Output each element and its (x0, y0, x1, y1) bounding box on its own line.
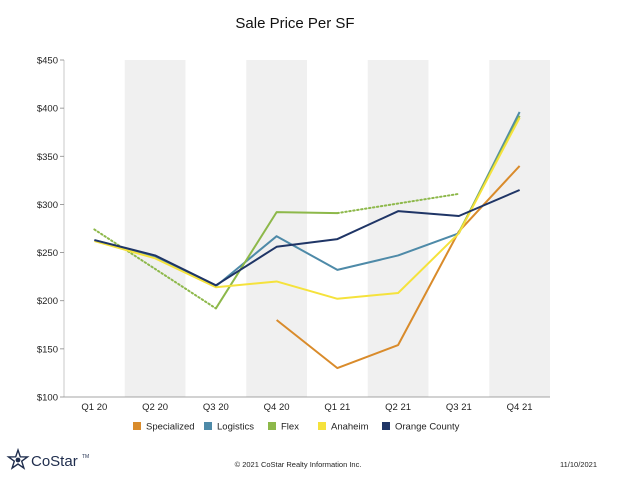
legend: Specialized Logistics Flex Anaheim Orange Co… (133, 422, 460, 433)
legend-label-anaheim: Anaheim (331, 422, 369, 433)
legend-swatch-orange-county (382, 422, 390, 430)
logo-trademark: TM (82, 454, 89, 460)
legend-swatch-anaheim (318, 422, 326, 430)
grid-band (367, 60, 429, 397)
series-line-specialized (276, 165, 521, 370)
grid-band (124, 60, 186, 397)
x-tick-label: Q2 20 (142, 402, 168, 413)
x-tick-label: Q4 20 (264, 402, 290, 413)
series-line-flex (215, 211, 338, 309)
y-tick-label: $400 (37, 104, 58, 115)
legend-label-orange-county: Orange County (395, 422, 460, 433)
legend-label-specialized: Specialized (146, 422, 195, 433)
logo-text: CoStar (31, 453, 78, 470)
x-tick-label: Q4 21 (507, 402, 533, 413)
y-tick-label: $450 (37, 56, 58, 67)
y-tick-label: $350 (37, 152, 58, 163)
legend-label-flex: Flex (281, 422, 299, 433)
background-bands (124, 60, 550, 397)
y-tick-label: $150 (37, 344, 58, 355)
series-dotted-line-flex (93, 228, 217, 310)
x-tick-label: Q3 20 (203, 402, 229, 413)
legend-swatch-specialized (133, 422, 141, 430)
legend-swatch-logistics (204, 422, 212, 430)
costar-star-icon (6, 447, 30, 470)
grid-band (489, 60, 550, 397)
costar-logo: CoStar TM (6, 447, 89, 470)
legend-swatch-flex (268, 422, 276, 430)
chart-title: Sale Price Per SF (235, 15, 354, 32)
x-tick-label: Q1 20 (81, 402, 107, 413)
y-tick-label: $200 (37, 296, 58, 307)
grid-band (246, 60, 307, 397)
x-tick-label: Q1 21 (324, 402, 350, 413)
y-tick-label: $100 (37, 393, 58, 404)
x-tick-label: Q3 21 (446, 402, 472, 413)
series-lines (93, 111, 521, 370)
y-axis: $100 $150 $200 $250 $300 $350 $400 $450 (37, 56, 64, 404)
x-axis: Q1 20 Q2 20 Q3 20 Q4 20 Q1 21 Q2 21 Q3 21 Q4 21 (81, 402, 532, 413)
series-dotted-line-flex (336, 192, 460, 215)
legend-label-logistics: Logistics (217, 422, 254, 433)
copyright-text: © 2021 CoStar Realty Information Inc. (235, 460, 362, 469)
x-tick-label: Q2 21 (385, 402, 411, 413)
report-date: 11/10/2021 (560, 460, 597, 469)
series-line-anaheim (94, 117, 521, 300)
y-tick-label: $300 (37, 200, 58, 211)
series-line-orange-county (94, 189, 521, 287)
y-tick-label: $250 (37, 248, 58, 259)
